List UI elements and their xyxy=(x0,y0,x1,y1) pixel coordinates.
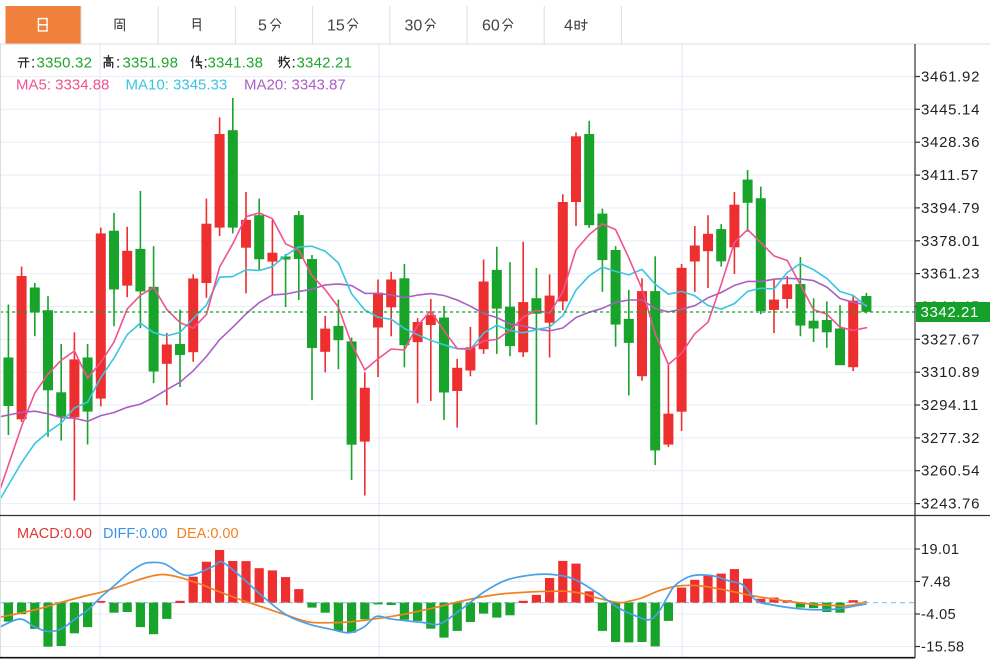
svg-text:3350.32: 3350.32 xyxy=(37,55,93,72)
svg-text:3310.89: 3310.89 xyxy=(921,364,980,381)
svg-text:3243.76: 3243.76 xyxy=(921,496,980,513)
svg-text:DEA:0.00: DEA:0.00 xyxy=(177,526,239,542)
svg-text:3342.21: 3342.21 xyxy=(297,55,353,72)
svg-text:MACD:0.00: MACD:0.00 xyxy=(17,526,92,542)
svg-text:7.48: 7.48 xyxy=(921,575,951,591)
svg-text::: : xyxy=(31,55,35,72)
svg-text:3294.11: 3294.11 xyxy=(921,397,979,414)
svg-text:3341.38: 3341.38 xyxy=(208,55,264,72)
svg-text:DIFF:0.00: DIFF:0.00 xyxy=(103,526,167,542)
svg-text:3260.54: 3260.54 xyxy=(921,463,980,480)
svg-text::: : xyxy=(292,55,296,72)
svg-text:19.01: 19.01 xyxy=(921,542,959,558)
svg-text::: : xyxy=(116,55,120,72)
svg-text:3327.67: 3327.67 xyxy=(921,331,980,348)
svg-text:3378.01: 3378.01 xyxy=(921,233,980,250)
svg-text:MA20: 3343.87: MA20: 3343.87 xyxy=(244,77,346,94)
svg-text:3277.32: 3277.32 xyxy=(921,430,980,447)
svg-text:30: 30 xyxy=(405,18,423,35)
svg-text:3411.57: 3411.57 xyxy=(921,167,979,184)
svg-text:MA10: 3345.33: MA10: 3345.33 xyxy=(126,77,228,94)
svg-text:60: 60 xyxy=(482,18,500,35)
svg-text:3461.92: 3461.92 xyxy=(921,69,980,86)
svg-text:-15.58: -15.58 xyxy=(921,640,965,656)
svg-text:3342.21: 3342.21 xyxy=(921,304,979,321)
svg-text:3428.36: 3428.36 xyxy=(921,134,980,151)
svg-text:3394.79: 3394.79 xyxy=(921,200,980,217)
svg-text::: : xyxy=(204,55,208,72)
svg-text:3351.98: 3351.98 xyxy=(123,55,179,72)
svg-text:15: 15 xyxy=(327,18,345,35)
svg-text:4: 4 xyxy=(564,18,573,35)
svg-text:3361.23: 3361.23 xyxy=(921,266,980,283)
svg-text:3445.14: 3445.14 xyxy=(921,101,980,118)
svg-text:MA5: 3334.88: MA5: 3334.88 xyxy=(16,77,109,94)
svg-text:5: 5 xyxy=(258,18,267,35)
svg-text:-4.05: -4.05 xyxy=(921,607,956,623)
